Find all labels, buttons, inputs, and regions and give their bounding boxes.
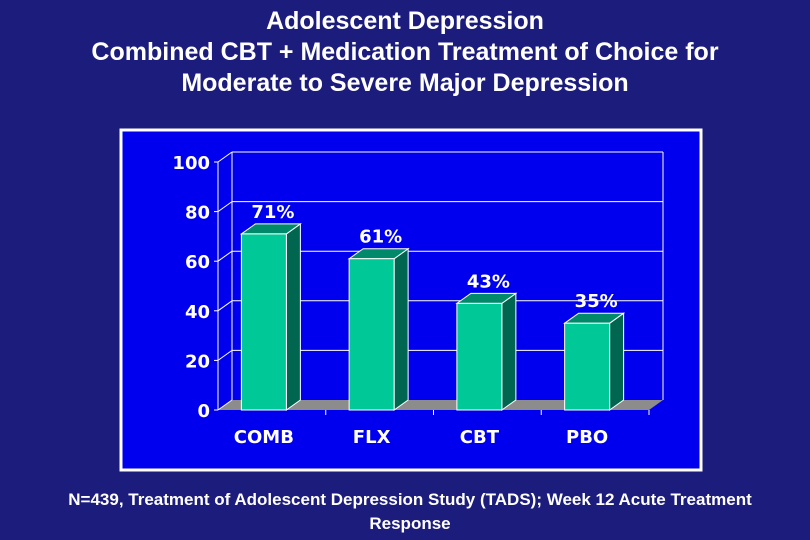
gridline-diagonal: [217, 349, 233, 361]
title-line-1: Adolescent Depression: [266, 7, 544, 35]
y-tick-label: 0: [197, 401, 210, 422]
gridline-diagonal: [217, 300, 233, 312]
x-tick-label: COMB: [234, 427, 294, 448]
x-tick-label: FLX: [353, 427, 391, 448]
bar-side-COMB: [285, 222, 301, 411]
gridline-diagonal: [217, 151, 233, 163]
bar-FLX: [348, 258, 395, 411]
data-label: 61%: [359, 227, 402, 248]
data-label: 43%: [467, 271, 510, 292]
y-tick-label: 40: [185, 302, 210, 323]
title-line-3: Moderate to Severe Major Depression: [181, 69, 629, 97]
y-tick-label: 60: [185, 252, 210, 273]
gridline-diagonal: [217, 250, 233, 262]
bar-side-FLX: [393, 247, 409, 411]
x-tick-label: CBT: [460, 427, 500, 448]
data-label: 35%: [575, 291, 618, 312]
bar-side-CBT: [501, 292, 517, 411]
footer-note: N=439, Treatment of Adolescent Depressio…: [68, 490, 752, 533]
bar-side-PBO: [609, 312, 625, 411]
y-tick-label: 20: [185, 351, 210, 372]
title-line-2: Combined CBT + Medication Treatment of C…: [91, 38, 719, 66]
bar-COMB: [240, 233, 287, 411]
chart-floor: [218, 400, 663, 410]
gridline-diagonal: [217, 399, 233, 411]
y-tick-label: 80: [185, 203, 210, 224]
x-tick-label: PBO: [566, 427, 608, 448]
data-label: 71%: [251, 202, 294, 223]
y-tick-label: 100: [172, 153, 210, 174]
gridline-diagonal: [217, 201, 233, 213]
chart-title: Adolescent Depression Combined CBT + Med…: [0, 6, 810, 99]
bar-CBT: [456, 302, 503, 411]
bar-PBO: [564, 322, 611, 411]
